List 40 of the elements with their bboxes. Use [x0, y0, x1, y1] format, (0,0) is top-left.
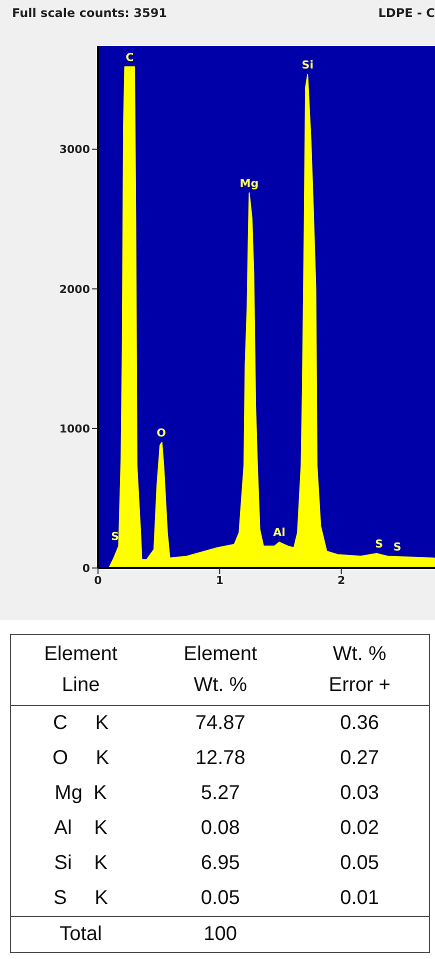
text: 12.78: [194, 746, 246, 771]
annotation: Al: [273, 526, 286, 540]
annotation: S: [375, 537, 384, 550]
text: Si K: [53, 851, 108, 876]
text: Al K: [53, 816, 108, 841]
text: 0.03: [339, 781, 380, 806]
text: C K: [52, 711, 110, 736]
y-tick-label: 3000: [59, 143, 90, 156]
text: Mg K: [54, 781, 108, 806]
text: 0.05: [339, 851, 380, 876]
annotation: S: [393, 540, 402, 554]
chart-subtitle: LDPE - C: [378, 6, 435, 20]
annotation: S: [111, 530, 120, 544]
text: 5.27: [200, 781, 241, 806]
text: O K: [51, 746, 110, 771]
text: 100: [202, 922, 238, 947]
y-tick-label: 2000: [59, 282, 90, 296]
text: Element Wt. %: [182, 642, 258, 698]
annotation: O: [156, 426, 166, 440]
x-tick-label: 2: [337, 574, 346, 587]
annotation: Mg: [240, 176, 259, 190]
text: 74.87: [194, 711, 246, 736]
text: 0.01: [339, 886, 380, 911]
text: 0.27: [339, 746, 380, 771]
text: 0.05: [200, 886, 241, 911]
x-tick-label: 0: [94, 574, 102, 587]
text: Wt. % Error +: [328, 642, 392, 698]
text: Element Line: [43, 642, 118, 698]
text: 0.02: [339, 816, 380, 841]
annotation: Si: [302, 58, 314, 72]
y-tick-label: 0: [82, 562, 90, 575]
x-tick-label: 1: [216, 574, 224, 587]
text: 0.36: [339, 711, 380, 736]
text: 6.95: [200, 851, 241, 876]
chart-title: Full scale counts: 3591: [12, 6, 168, 20]
text: 0.08: [200, 816, 241, 841]
text: Total: [58, 922, 103, 947]
text: S K: [52, 886, 110, 911]
y-tick-label: 1000: [59, 422, 90, 436]
annotation: C: [126, 50, 134, 64]
